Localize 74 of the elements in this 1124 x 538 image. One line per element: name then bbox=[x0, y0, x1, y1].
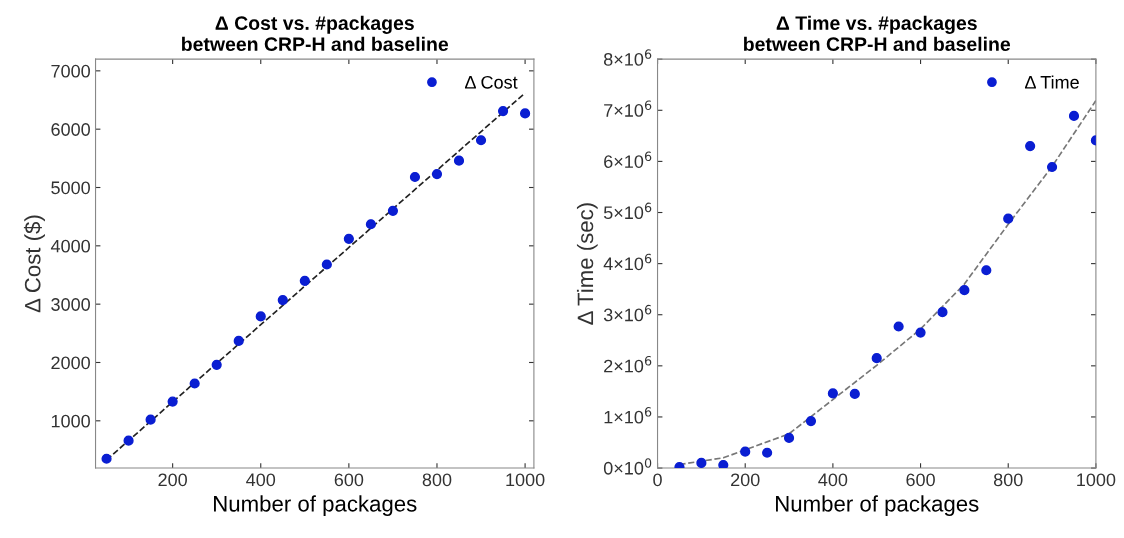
x-tick-label: 400 bbox=[818, 473, 848, 487]
chart-title: Δ Time vs. #packages between CRP-H and baseline bbox=[744, 15, 1011, 52]
point bbox=[145, 414, 156, 425]
point bbox=[915, 327, 926, 338]
y-tick-label: 1000 bbox=[51, 414, 90, 428]
x-tick-label: 200 bbox=[731, 473, 760, 487]
x-tick-label: 1000 bbox=[1077, 473, 1116, 487]
y-tick-label: 6×10$^{6}$ bbox=[604, 151, 652, 168]
point bbox=[101, 453, 112, 464]
point bbox=[696, 457, 707, 469]
point bbox=[937, 307, 948, 318]
point bbox=[1068, 110, 1080, 121]
point bbox=[365, 219, 376, 230]
y-tick-label: 2000 bbox=[51, 356, 90, 370]
x-tick-label: 200 bbox=[158, 473, 187, 487]
point bbox=[387, 205, 399, 216]
point bbox=[233, 335, 244, 346]
point bbox=[321, 259, 332, 270]
y-tick-label: 4×10$^{6}$ bbox=[603, 253, 652, 271]
y-tick-label: 1×10$^{6}$ bbox=[604, 407, 652, 424]
point bbox=[520, 108, 531, 119]
y-tick-label: 3×10$^{6}$ bbox=[603, 304, 652, 322]
x-axis-title: Number of packages bbox=[776, 495, 979, 517]
point bbox=[893, 321, 904, 332]
point bbox=[409, 171, 421, 183]
y-tick-label: 6000 bbox=[51, 123, 90, 136]
point bbox=[849, 388, 860, 400]
point bbox=[762, 447, 773, 458]
point bbox=[740, 446, 751, 457]
point bbox=[827, 388, 838, 399]
point bbox=[959, 285, 970, 296]
point bbox=[497, 106, 509, 117]
y-tick-label: 7×10$^{6}$ bbox=[604, 100, 652, 117]
y-tick-label: 5000 bbox=[51, 181, 90, 195]
point bbox=[981, 265, 992, 276]
point bbox=[674, 461, 685, 469]
point bbox=[277, 294, 288, 306]
point bbox=[299, 275, 310, 286]
x-tick-label: 0 bbox=[653, 473, 662, 487]
legend-label: Δ Cost bbox=[464, 75, 518, 89]
point bbox=[431, 168, 443, 180]
point bbox=[871, 353, 882, 364]
y-tick-label: 3000 bbox=[51, 298, 90, 311]
y-tick-label: 2×10$^{6}$ bbox=[604, 355, 652, 373]
point bbox=[453, 155, 465, 166]
x-axis-title: Number of packages bbox=[214, 495, 417, 517]
x-tick-label: 600 bbox=[334, 473, 364, 487]
y-tick-label: 5×10$^{6}$ bbox=[603, 202, 652, 220]
point bbox=[255, 311, 266, 322]
point bbox=[475, 135, 487, 146]
point bbox=[189, 378, 200, 389]
y-tick-label: 4000 bbox=[50, 239, 90, 253]
x-tick-label: 800 bbox=[422, 473, 452, 487]
point bbox=[1025, 140, 1036, 152]
point bbox=[783, 432, 795, 443]
x-tick-label: 1000 bbox=[506, 473, 545, 487]
x-tick-label: 800 bbox=[993, 473, 1023, 487]
point bbox=[1046, 161, 1058, 173]
point bbox=[123, 435, 134, 446]
x-tick-label: 400 bbox=[246, 473, 276, 487]
y-tick-label: 0×10$^{0}$ bbox=[603, 458, 652, 475]
point bbox=[167, 396, 178, 407]
y-axis-title: Δ Cost ($) bbox=[23, 215, 45, 313]
chart-title: Δ Cost vs. #packages between CRP-H and baseline bbox=[182, 15, 449, 52]
point bbox=[211, 359, 222, 370]
y-tick-label: 7000 bbox=[51, 64, 90, 78]
point bbox=[1003, 213, 1014, 224]
x-tick-label: 600 bbox=[906, 473, 935, 487]
legend-label: Δ Time bbox=[1024, 75, 1079, 89]
y-axis-title: Δ Time (sec) bbox=[576, 203, 598, 325]
point bbox=[805, 415, 817, 427]
y-tick-label: 8×10$^{6}$ bbox=[603, 49, 652, 66]
point bbox=[343, 233, 354, 244]
point bbox=[718, 459, 729, 469]
